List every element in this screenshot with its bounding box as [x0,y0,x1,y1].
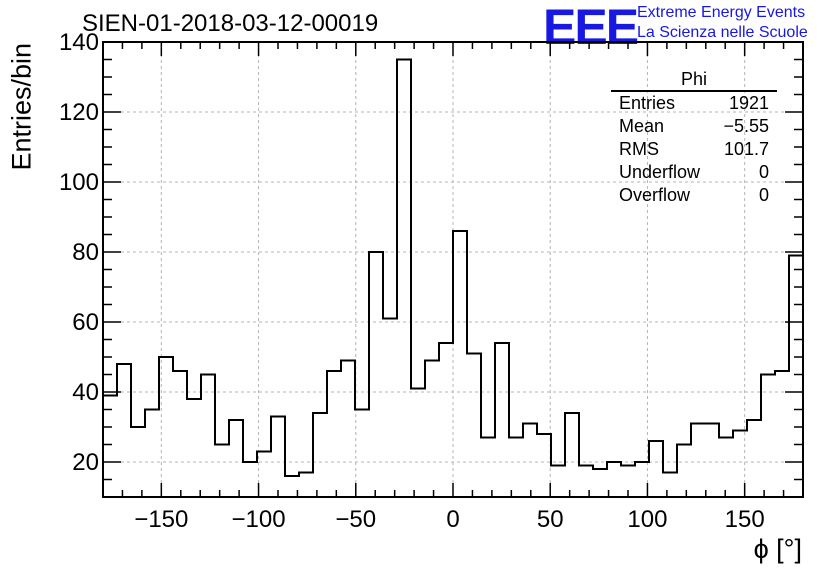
histogram-bin [761,375,775,498]
y-tick-label: 100 [59,169,99,196]
histogram-bin [439,343,453,497]
histogram-bin [103,396,117,498]
histogram-bin [159,357,173,497]
histogram-bin [397,60,411,498]
x-tick-label: 50 [537,506,564,533]
y-tick-label: 140 [59,29,99,56]
histogram-bin [299,473,313,498]
tick-labels: −150 −100 −50 0 50 100 150 20 40 60 80 100 120 140 [59,29,765,533]
stats-box: Phi Entries 1921 Mean −5.55 RMS 101.7 Un… [611,68,777,207]
histogram-bin [131,427,145,497]
histogram-bin [341,361,355,498]
histogram-bin [313,413,327,497]
histogram-bin [481,438,495,498]
histogram-bin [565,413,579,497]
x-axis-label: ϕ [°] [753,534,802,564]
x-tick-label: 100 [627,506,667,533]
histogram-bin [509,438,523,498]
histogram-bin [187,399,201,497]
y-tick-label: 60 [72,309,99,336]
stats-value: 1921 [728,93,769,113]
histogram-bin [383,319,397,498]
stats-value: 0 [758,185,769,205]
histogram-bin [327,371,341,497]
histogram-bin [369,252,383,497]
stats-row: Underflow 0 [611,161,777,184]
histogram-bin [663,473,677,498]
histogram-bin [537,434,551,497]
histogram-bin [747,420,761,497]
stats-label: Mean [619,116,665,136]
histogram-bin [271,417,285,498]
histogram-bin [705,424,719,498]
histogram-series [102,58,804,498]
histogram-bin [789,256,803,498]
y-tick-label: 20 [72,449,99,476]
stats-value: −5.55 [723,116,769,136]
histogram-bin [523,424,537,498]
y-tick-label: 80 [72,239,99,266]
x-tick-label: −150 [134,506,188,533]
stats-label: Underflow [619,162,701,182]
histogram-bin [145,410,159,498]
eee-logo: EEE [543,0,639,55]
histogram-bin [201,375,215,498]
logo-line-1: Extreme Energy Events [637,4,806,21]
histogram-bin [117,364,131,497]
stats-label: RMS [619,139,659,159]
histogram-bin [495,343,509,497]
histogram-bin [453,231,467,497]
histogram-bin [677,445,691,498]
histogram-bin [775,371,789,497]
stats-row: Overflow 0 [611,184,777,207]
x-tick-label: −100 [232,506,286,533]
histogram-bin [593,469,607,497]
axis-ticks [102,41,804,498]
histogram-bin [467,354,481,498]
stats-value: 0 [758,162,769,182]
histogram-outline [102,58,804,497]
histogram-bin [229,420,243,497]
stats-row: Mean −5.55 [611,115,777,138]
y-tick-label: 40 [72,379,99,406]
histogram-bin [411,389,425,498]
stats-value: 101.7 [723,139,769,159]
logo-line-2: La Scienza nelle Scuole [637,24,808,41]
histogram-bin [649,441,663,497]
histogram-bin [173,371,187,497]
x-tick-label: 0 [446,506,459,533]
histogram-bin [551,466,565,498]
histogram-bin [691,424,705,498]
histogram-bin [579,466,593,498]
histogram-bin [215,445,229,498]
x-tick-label: −50 [335,506,376,533]
histogram-bin [243,462,257,497]
x-tick-label: 150 [725,506,765,533]
histogram-bin [719,438,733,498]
stats-title: Phi [611,68,777,92]
y-tick-label: 120 [59,99,99,126]
stats-label: Overflow [619,185,691,205]
stats-row: RMS 101.7 [611,138,777,161]
chart-title: SIEN-01-2018-03-12-00019 [82,10,379,37]
stats-label: Entries [619,93,676,113]
histogram-bin [425,361,439,498]
stats-row: Entries 1921 [611,92,777,115]
histogram-bin [355,410,369,498]
